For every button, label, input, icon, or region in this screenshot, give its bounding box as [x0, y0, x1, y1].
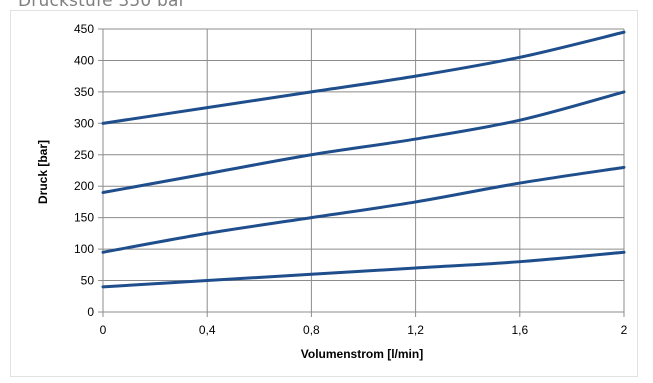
y-tick-label: 150 [74, 211, 94, 225]
x-tick-label: 0,8 [303, 323, 320, 337]
y-tick-label: 400 [74, 53, 94, 67]
series-line-3 [101, 165, 626, 254]
page-title: Druckstufe 350 bar [18, 0, 186, 11]
x-tick-label: 1,6 [511, 323, 528, 337]
y-tick-label: 250 [74, 148, 94, 162]
y-tick-label: 450 [74, 22, 94, 36]
y-tick-label: 0 [87, 305, 94, 319]
tick-labels: 0 50 100 150 200 250 300 350 400 450 0 0,4 0,8 1,2 1,6… [74, 22, 628, 337]
y-tick-label: 50 [81, 274, 95, 288]
axes [98, 28, 625, 317]
chart-frame [10, 10, 638, 377]
series-lines [101, 30, 626, 289]
y-tick-label: 200 [74, 179, 94, 193]
x-tick-label: 2 [621, 323, 628, 337]
series-line-4 [101, 250, 626, 289]
series-line-2 [101, 90, 626, 195]
grid [103, 28, 625, 312]
y-axis-title: Druck [bar] [36, 140, 50, 204]
x-tick-label: 1,2 [407, 323, 424, 337]
x-tick-label: 0,4 [199, 323, 216, 337]
x-tick-label: 0 [100, 323, 107, 337]
series-line-1 [101, 30, 626, 125]
y-tick-label: 300 [74, 116, 94, 130]
x-axis-title: Volumenstrom [l/min] [301, 347, 423, 361]
y-tick-label: 100 [74, 242, 94, 256]
y-tick-label: 350 [74, 85, 94, 99]
